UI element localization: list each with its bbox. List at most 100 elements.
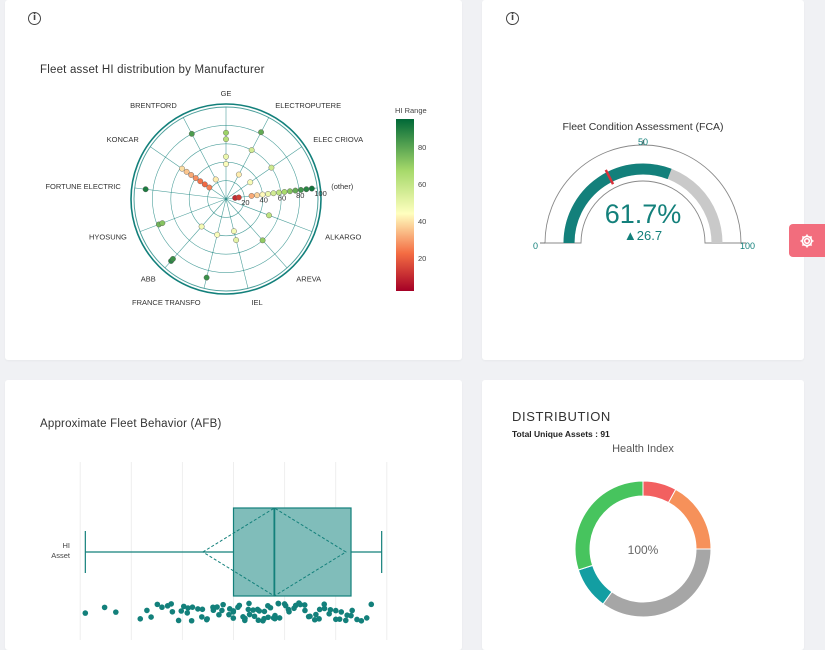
box-data-point (159, 604, 165, 611)
box-data-point (332, 607, 339, 614)
polar-data-point (235, 194, 242, 201)
gauge-card: i Fleet Condition Assessment (FCA) 0 50 … (482, 0, 804, 360)
box-data-point (270, 615, 277, 621)
polar-category-label: HYOSUNG (89, 233, 127, 242)
polar-data-point (206, 184, 213, 191)
polar-data-point (259, 237, 266, 244)
box-data-point (82, 610, 89, 616)
info-icon[interactable]: i (28, 12, 41, 25)
box-data-point (195, 606, 201, 612)
box-data-point (307, 613, 313, 620)
info-icon[interactable]: i (506, 12, 519, 25)
gauge-tick-0: 0 (533, 241, 538, 251)
box-data-point (261, 608, 268, 615)
gauge-outline (544, 144, 742, 244)
box-data-point (327, 606, 334, 613)
polar-data-point (197, 178, 204, 185)
box-data-point (113, 609, 119, 615)
box-data-point (276, 615, 283, 621)
box-data-point (220, 601, 226, 608)
polar-data-point (270, 190, 277, 197)
polar-data-point (203, 274, 210, 281)
polar-category-label: AREVA (296, 274, 321, 283)
gauge-threshold (604, 169, 615, 185)
box-data-point (265, 614, 271, 621)
box-data-point (199, 614, 205, 620)
box-y-label-hi: HI (63, 541, 71, 550)
box-data-point (358, 618, 365, 624)
polar-data-point (170, 256, 176, 262)
box-data-point (255, 617, 262, 624)
box-data-point (216, 611, 222, 618)
settings-button[interactable] (789, 224, 825, 257)
box-data-point (281, 601, 288, 607)
gauge-value-bar (563, 163, 672, 244)
polar-chart-title: Fleet asset HI distribution by Manufactu… (40, 64, 265, 76)
box-data-point (230, 608, 237, 614)
distribution-card: DISTRIBUTION Total Unique Assets : 91 He… (482, 380, 804, 650)
polar-data-point (223, 161, 229, 167)
polar-category-label: ABB (141, 274, 156, 283)
box-data-point (178, 608, 185, 614)
distribution-subheading: Total Unique Assets : 91 (512, 429, 610, 439)
box-data-point (188, 617, 195, 624)
donut-slice[interactable] (574, 480, 644, 571)
polar-category-label: ELECTROPUTERE (275, 101, 341, 110)
donut-slice[interactable] (667, 488, 712, 550)
polar-radial-tick: 100 (314, 189, 327, 198)
polar-data-point (235, 171, 242, 178)
box-data-point (185, 605, 191, 611)
polar-radial-tick: 40 (260, 196, 268, 205)
gauge-value: 61.7% (605, 199, 682, 229)
polar-category-label: IEL (251, 298, 262, 307)
box-data-point (236, 602, 243, 609)
box-data-point (302, 607, 308, 614)
polar-data-point (266, 212, 272, 219)
polar-data-point (248, 192, 255, 199)
box-data-point (338, 609, 345, 615)
box-data-point (245, 606, 252, 613)
box-data-point (301, 602, 308, 608)
box-data-point (368, 601, 375, 608)
polar-data-point (303, 186, 310, 193)
donut-slice[interactable] (577, 564, 613, 605)
polar-data-point (159, 220, 166, 227)
polar-data-point (308, 185, 315, 192)
box-data-point (246, 600, 252, 607)
box-data-point (210, 607, 217, 614)
box-plot-chart: HI Asset (51, 462, 388, 640)
polar-radial-tick: 60 (278, 193, 286, 202)
polar-radial-tick: 20 (241, 198, 249, 207)
distribution-chart-title: Health Index (612, 443, 674, 455)
gauge-delta: ▲26.7 (624, 228, 662, 243)
polar-data-point (212, 176, 219, 183)
polar-data-point (258, 129, 264, 136)
box-data-point (313, 611, 319, 618)
polar-data-point (223, 153, 229, 160)
polar-data-point (268, 164, 275, 171)
box-data-point (219, 607, 225, 614)
box-y-label-asset: Asset (51, 551, 71, 560)
donut-slice[interactable] (602, 548, 712, 618)
box-data-point (168, 601, 175, 607)
gauge-tick-100: 100 (740, 241, 755, 251)
box-data-point (297, 601, 304, 608)
box-data-point (242, 615, 248, 622)
gear-icon (800, 234, 814, 247)
box-data-point (321, 601, 328, 608)
box-data-point (144, 607, 150, 614)
box-data-point (265, 602, 271, 609)
colorbar-title: HI Range (395, 106, 427, 115)
polar-category-label: KONCAR (107, 135, 140, 144)
polar-data-point (142, 186, 149, 193)
colorbar-tick-60: 60 (418, 180, 426, 189)
box-data-point (363, 615, 370, 621)
box-data-point (226, 611, 232, 618)
polar-data-point (188, 130, 195, 137)
colorbar-tick-40: 40 (418, 217, 426, 226)
box-data-point (349, 607, 355, 614)
box-data-point (342, 617, 349, 624)
polar-data-point (192, 175, 199, 181)
polar-data-point (198, 223, 205, 230)
box-data-point (180, 603, 187, 610)
